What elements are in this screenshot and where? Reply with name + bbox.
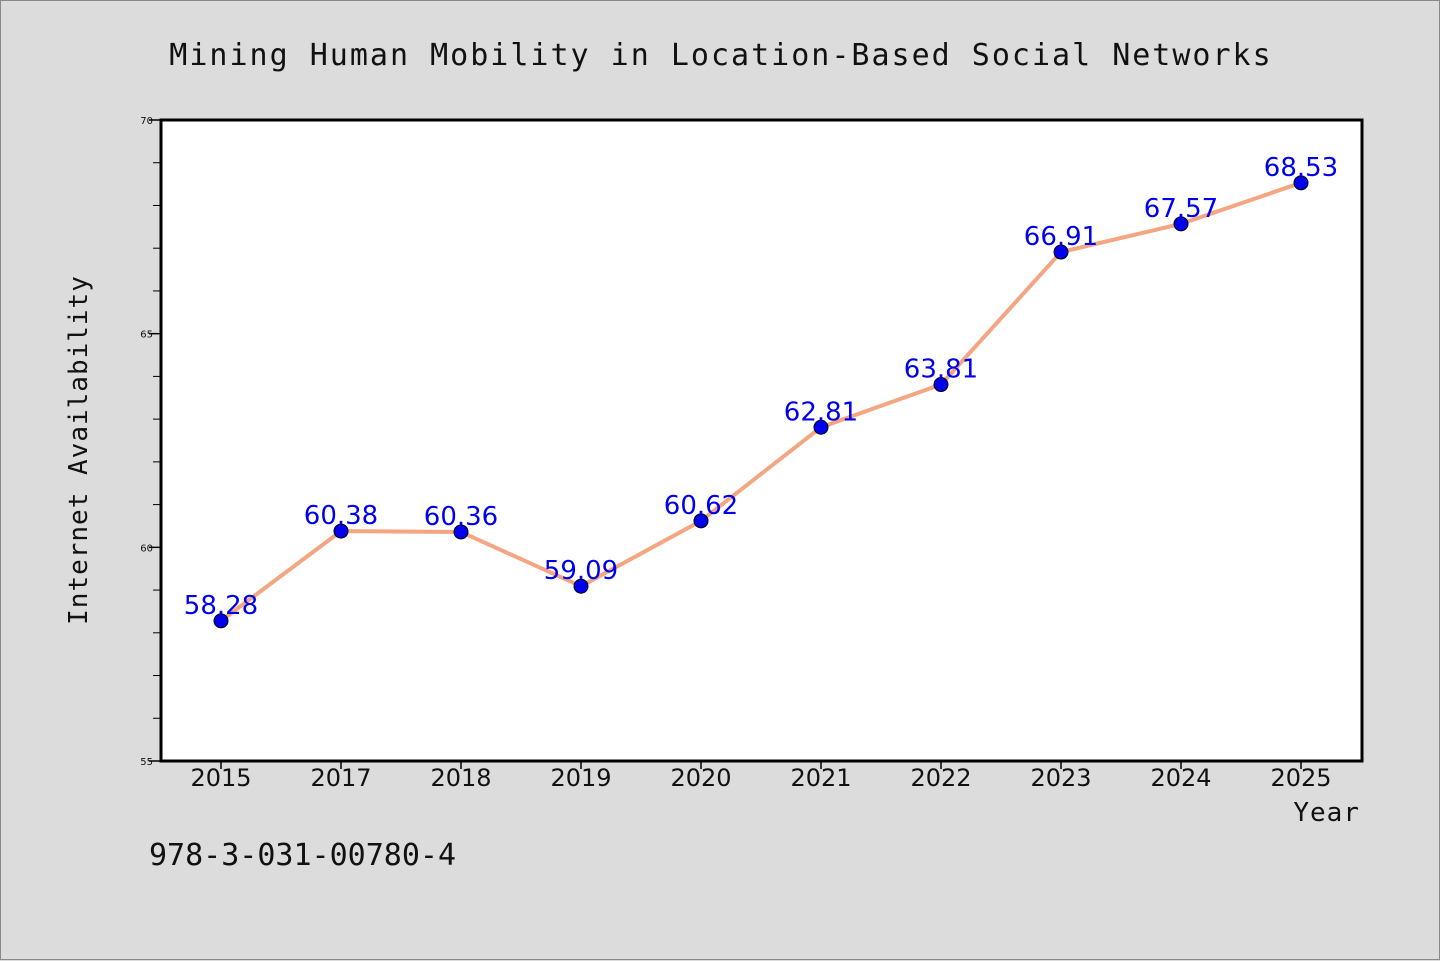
data-point xyxy=(1053,244,1069,260)
data-point xyxy=(213,613,229,629)
y-tick-label: 70 xyxy=(140,116,153,127)
data-label: 62.81 xyxy=(784,397,858,427)
x-tick-label: 2021 xyxy=(790,764,851,792)
data-label: 60.62 xyxy=(664,491,738,521)
data-label: 67.57 xyxy=(1144,194,1218,224)
y-axis: 55 60 65 70 xyxy=(140,116,161,768)
data-point xyxy=(933,377,949,393)
data-point xyxy=(573,578,589,594)
data-label: 60.38 xyxy=(304,501,378,531)
x-tick-label: 2020 xyxy=(670,764,731,792)
y-tick-label: 55 xyxy=(140,757,153,768)
data-point xyxy=(1293,175,1309,191)
x-tick-label: 2019 xyxy=(550,764,611,792)
data-point xyxy=(1173,216,1189,232)
x-tick-label: 2018 xyxy=(430,764,491,792)
x-tick-label: 2025 xyxy=(1270,764,1331,792)
data-label: 60.36 xyxy=(424,502,498,532)
data-label: 59.09 xyxy=(544,556,618,586)
data-point xyxy=(693,513,709,529)
y-tick-label: 60 xyxy=(140,543,153,554)
markers-group xyxy=(213,175,1309,629)
data-label: 58.28 xyxy=(184,591,258,621)
x-tick-label: 2015 xyxy=(190,764,251,792)
data-label: 66.91 xyxy=(1024,222,1098,252)
data-label: 63.81 xyxy=(904,355,978,385)
x-tick-label: 2017 xyxy=(310,764,371,792)
y-tick-label: 65 xyxy=(140,330,153,341)
x-tick-label: 2023 xyxy=(1030,764,1091,792)
data-point xyxy=(813,419,829,435)
chart-title: Mining Human Mobility in Location-Based … xyxy=(169,38,1272,73)
x-axis-title: Year xyxy=(1293,798,1360,828)
data-point xyxy=(453,524,469,540)
series-line-group xyxy=(219,180,1303,623)
series-line xyxy=(219,180,1303,623)
data-label: 68.53 xyxy=(1264,153,1338,183)
data-labels-group: 58.28 60.38 60.36 59.09 60.62 62.81 63.81 66.91… xyxy=(184,153,1338,621)
isbn-code: 978-3-031-00780-4 xyxy=(149,838,456,873)
y-axis-title: Internet Availability xyxy=(64,275,94,625)
x-axis: 2015 2017 2018 2019 2020 2021 2022 2023 2024 2025 xyxy=(190,761,1332,792)
x-tick-label: 2022 xyxy=(910,764,971,792)
data-point xyxy=(333,523,349,539)
x-tick-label: 2024 xyxy=(1150,764,1211,792)
